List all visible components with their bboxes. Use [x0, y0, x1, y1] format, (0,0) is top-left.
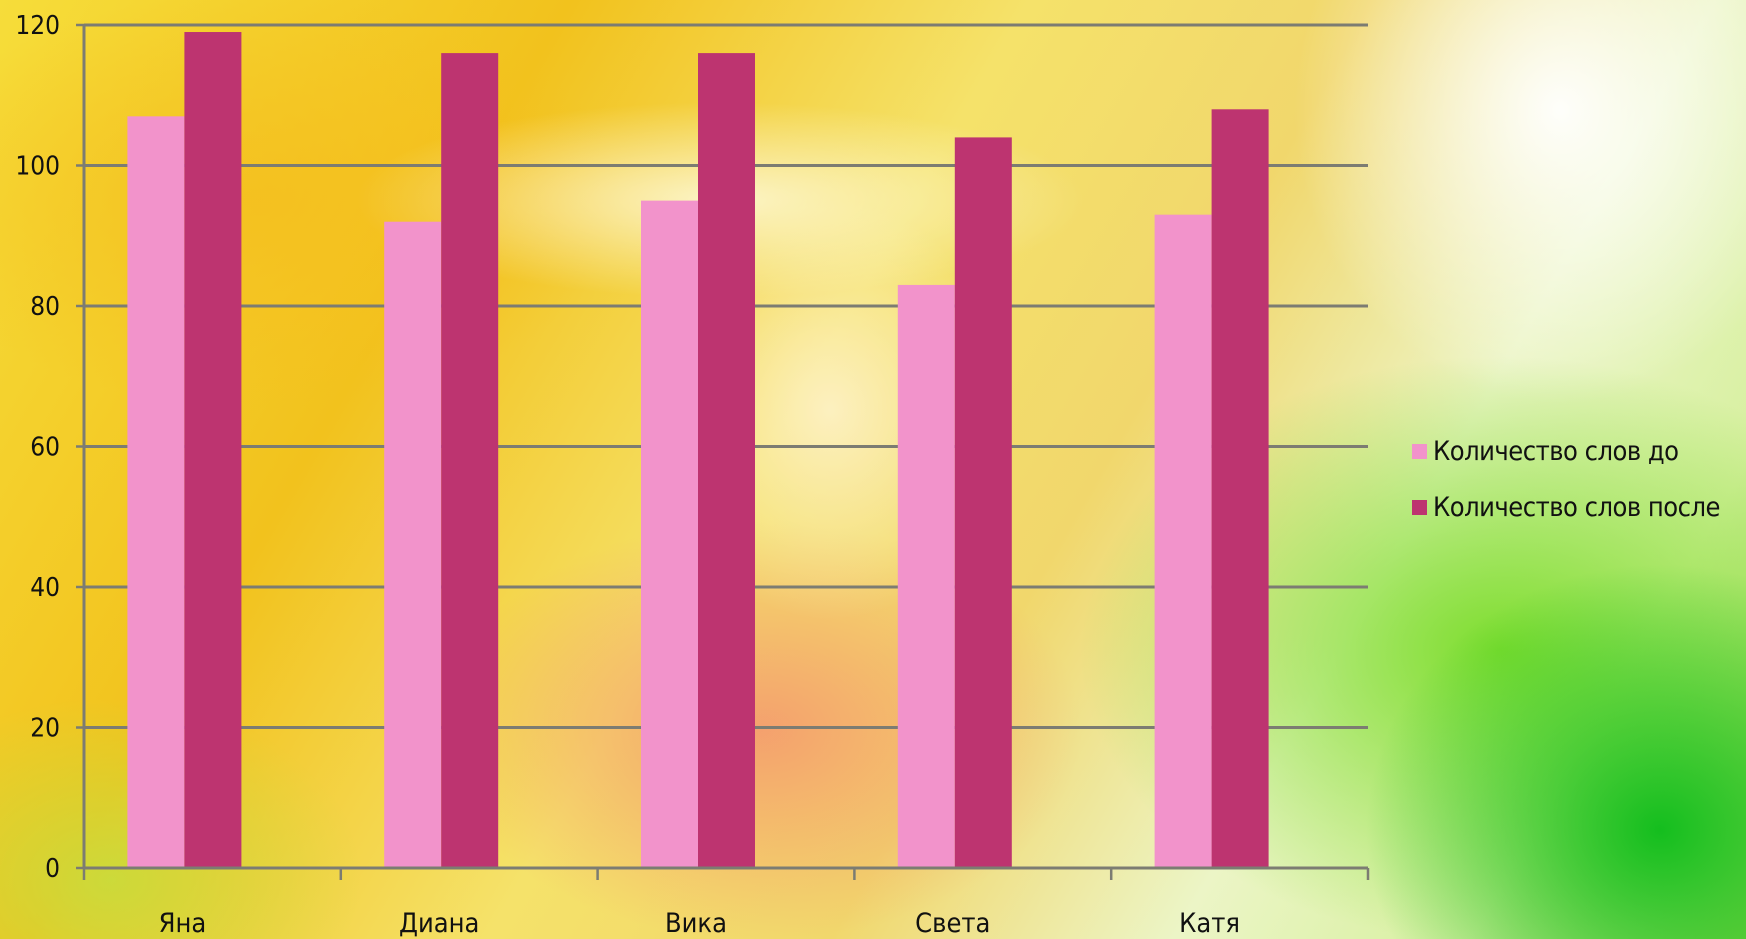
bar-before-0	[127, 116, 185, 868]
y-tick-label: 0	[45, 854, 60, 884]
legend-item-before: Количество слов до	[1412, 435, 1720, 467]
y-tick-label: 20	[30, 714, 60, 744]
y-tick-label: 40	[30, 573, 60, 603]
bar-after-1	[441, 53, 499, 869]
legend-swatch-after	[1412, 499, 1427, 515]
legend-swatch-before	[1412, 443, 1427, 459]
bar-after-0	[184, 32, 242, 868]
legend-label-before: Количество слов до	[1433, 435, 1679, 467]
y-tick-label: 80	[30, 292, 60, 322]
bar-after-4	[1211, 109, 1269, 869]
legend-item-after: Количество слов после	[1412, 491, 1720, 523]
x-tick-label: Вика	[665, 908, 727, 939]
x-tick-label: Катя	[1179, 908, 1240, 939]
legend-label-after: Количество слов после	[1433, 491, 1720, 523]
bar-before-2	[641, 200, 698, 868]
y-axis: 0 20 40 60 80 100 120	[15, 11, 86, 884]
bar-after-3	[954, 137, 1012, 868]
bars	[127, 32, 1269, 869]
bar-after-2	[698, 53, 755, 869]
bar-before-3	[897, 284, 955, 868]
y-tick-label: 60	[30, 433, 60, 463]
bar-before-4	[1154, 214, 1212, 869]
y-tick-label: 120	[15, 11, 60, 41]
x-tick-label: Диана	[399, 908, 479, 939]
legend: Количество слов до Количество слов после	[1412, 436, 1720, 548]
y-tick-label: 100	[15, 152, 60, 182]
bar-before-1	[384, 221, 442, 868]
x-tick-label: Света	[915, 908, 990, 939]
x-axis: Яна Диана Вика Света Катя	[82, 866, 1370, 939]
x-tick-label: Яна	[159, 908, 207, 939]
